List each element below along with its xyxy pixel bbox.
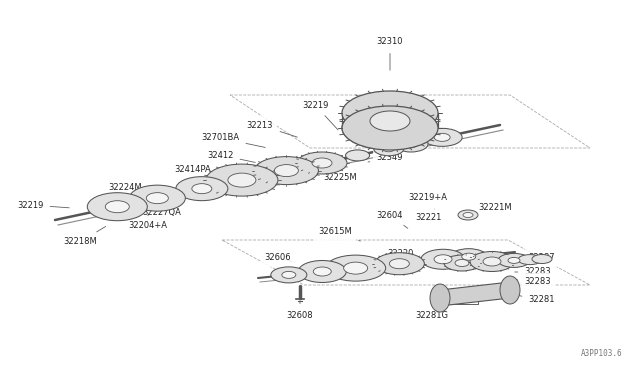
Ellipse shape [463,212,473,218]
Text: 32615M: 32615M [318,228,360,241]
Text: 32221M: 32221M [471,203,512,212]
Ellipse shape [326,255,386,281]
Text: 32349: 32349 [368,154,403,163]
Text: A3PP103.6: A3PP103.6 [580,349,622,358]
Ellipse shape [87,193,147,221]
Ellipse shape [451,248,487,265]
Text: 32412: 32412 [207,151,255,163]
Ellipse shape [344,262,367,274]
Ellipse shape [147,193,168,203]
Text: 32220: 32220 [387,248,413,258]
Ellipse shape [374,253,424,275]
Text: 32219: 32219 [17,201,69,209]
Ellipse shape [394,136,428,152]
Ellipse shape [508,257,520,263]
Text: 32221: 32221 [415,214,441,222]
Ellipse shape [518,254,542,264]
Text: 32282: 32282 [439,253,465,263]
Text: 32283: 32283 [511,278,551,286]
Ellipse shape [532,254,552,263]
Ellipse shape [228,173,256,187]
Ellipse shape [404,141,418,148]
Ellipse shape [282,272,296,278]
Ellipse shape [192,184,212,194]
Ellipse shape [298,260,346,282]
Ellipse shape [500,276,520,304]
Text: 32604+F: 32604+F [299,269,337,278]
Text: 32604: 32604 [377,211,408,228]
Ellipse shape [383,146,395,152]
Ellipse shape [176,177,228,201]
Ellipse shape [342,91,438,135]
Ellipse shape [483,257,501,266]
Ellipse shape [106,201,129,213]
Text: 32224M: 32224M [108,183,172,192]
Text: 32225M: 32225M [323,173,357,183]
Ellipse shape [430,284,450,312]
Ellipse shape [206,164,278,196]
Ellipse shape [370,111,410,131]
Ellipse shape [271,267,307,283]
Text: 32701BA: 32701BA [201,134,265,147]
Text: 32219: 32219 [302,100,338,130]
Text: 32204+A: 32204+A [129,215,168,230]
Ellipse shape [421,249,465,269]
Text: 32213: 32213 [247,121,298,137]
Ellipse shape [129,185,186,211]
Ellipse shape [434,255,452,264]
Text: 32608: 32608 [287,301,314,320]
Ellipse shape [470,251,514,272]
Text: 32219+A: 32219+A [408,193,447,210]
Ellipse shape [444,255,480,271]
Text: 32287: 32287 [520,253,556,263]
Ellipse shape [346,150,370,161]
Text: 32414PA: 32414PA [175,166,234,175]
Ellipse shape [498,253,530,267]
Ellipse shape [342,106,438,150]
Polygon shape [440,282,510,306]
Ellipse shape [434,133,450,141]
Ellipse shape [389,259,410,269]
Text: 32281: 32281 [503,292,556,305]
Text: 32227QA: 32227QA [143,208,181,218]
Text: 32350: 32350 [372,135,403,148]
Text: 32283: 32283 [515,267,551,276]
Text: 32218M: 32218M [63,227,106,247]
Text: 32606: 32606 [265,253,292,263]
Text: 32310: 32310 [377,38,403,70]
Ellipse shape [313,267,332,276]
Ellipse shape [275,164,298,177]
Ellipse shape [455,260,469,266]
Ellipse shape [342,106,438,150]
Text: 32281G: 32281G [415,308,449,320]
Ellipse shape [461,253,476,260]
Ellipse shape [458,210,478,220]
Ellipse shape [374,142,404,156]
Ellipse shape [297,152,347,174]
Ellipse shape [422,128,462,146]
Ellipse shape [254,157,319,185]
Ellipse shape [312,158,332,168]
Text: 32285N: 32285N [371,263,403,273]
